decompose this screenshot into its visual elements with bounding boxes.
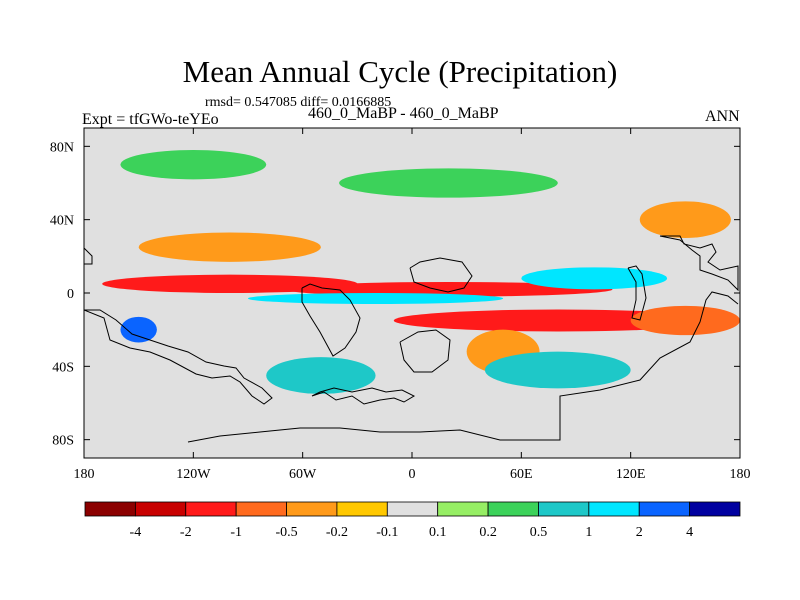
coastline-west (84, 247, 93, 265)
y-tick-label: 80S (52, 434, 74, 449)
precip-anomaly-1 (284, 282, 613, 297)
precip-anomaly-5 (521, 267, 668, 290)
y-tick-label: 80N (50, 140, 74, 155)
season-label: ANN (705, 108, 740, 125)
y-tick-label: 0 (67, 287, 74, 302)
stats-label: rmsd= 0.547085 diff= 0.0166885 (205, 95, 392, 110)
x-tick-label: 180 (74, 467, 95, 482)
colorbar-swatch (134, 501, 187, 517)
colorbar-label: 0.5 (530, 525, 548, 540)
colorbar-swatch (286, 501, 338, 517)
coastline-australia (627, 265, 647, 321)
y-tick-label: 40S (52, 360, 74, 375)
precip-anomaly-13 (120, 150, 267, 180)
colorbar-swatch (588, 501, 640, 517)
colorbar-swatch (487, 501, 539, 517)
colorbar-swatch (336, 501, 388, 517)
colorbar-swatch (386, 501, 439, 517)
colorbar-label: 2 (636, 525, 643, 540)
precip-anomaly-12 (339, 168, 558, 198)
x-tick-label: 120W (176, 467, 211, 482)
colorbar-swatch (689, 501, 741, 517)
precip-anomaly-3 (630, 305, 740, 336)
coastline-asia (659, 235, 739, 292)
colorbar-swatch (235, 501, 287, 517)
subtitle: 460_0_MaBP - 460_0_MaBP (308, 105, 499, 122)
y-tick-label: 40N (50, 214, 74, 229)
coastline-sw (84, 309, 273, 405)
colorbar-swatch (638, 501, 691, 517)
coastline-peninsula (311, 387, 416, 405)
colorbar-swatch (84, 501, 136, 517)
experiment-label: Expt = tfGWo-teYEo (82, 111, 219, 128)
x-tick-label: 60E (510, 467, 533, 482)
x-axis: 180 120W 60W 0 60E 120E 180 (74, 128, 751, 482)
coastline-south-america (301, 283, 361, 357)
colorbar-label: 1 (585, 525, 592, 540)
colorbar-swatch (538, 501, 590, 517)
colorbar-swatch (437, 501, 489, 517)
colorbar-label: -0.2 (326, 525, 348, 540)
chart-title: Mean Annual Cycle (Precipitation) (182, 54, 618, 89)
colorbar-label: -0.1 (376, 525, 398, 540)
precip-anomaly-4 (247, 293, 504, 304)
colorbar: -4 -2 -1 -0.5 -0.2 -0.1 0.1 0.2 0.5 1 2 4 (84, 501, 741, 540)
x-tick-label: 180 (730, 467, 751, 482)
coastline-antarctica (187, 291, 739, 443)
colorbar-label: -0.5 (275, 525, 297, 540)
colorbar-label: 4 (686, 525, 693, 540)
colorbar-label: -2 (180, 525, 192, 540)
coastline-north-africa (409, 257, 473, 293)
colorbar-label: -4 (130, 525, 142, 540)
y-axis: 80N 40N 0 40S 80S (50, 140, 740, 449)
x-tick-label: 0 (409, 467, 416, 482)
colorbar-label: 0.2 (479, 525, 497, 540)
coastline-africa (399, 329, 451, 373)
colorbar-label: -1 (230, 525, 242, 540)
coastlines (84, 235, 739, 443)
colorbar-label: 0.1 (429, 525, 447, 540)
precip-anomaly-9 (639, 201, 731, 239)
x-tick-label: 60W (289, 467, 317, 482)
precip-anomaly-10 (266, 357, 376, 394)
precip-anomaly-11 (484, 351, 631, 389)
precip-anomaly-6 (120, 316, 157, 343)
colorbar-swatch (185, 501, 237, 517)
x-tick-label: 120E (616, 467, 646, 482)
precip-anomaly-7 (138, 232, 321, 262)
